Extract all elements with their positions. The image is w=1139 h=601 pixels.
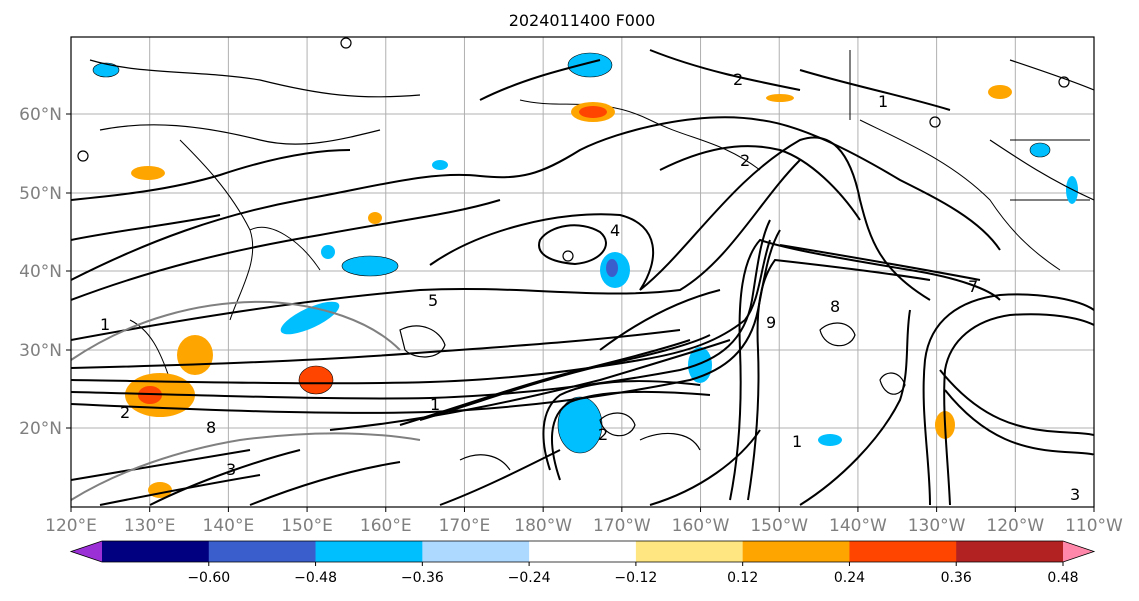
svg-text:2: 2 bbox=[733, 70, 743, 89]
colorbar-bin bbox=[102, 541, 210, 562]
svg-text:4: 4 bbox=[610, 221, 620, 240]
svg-text:9: 9 bbox=[766, 313, 776, 332]
contour-labels: 2 1 2 4 5 8 9 1 2 3 7 1 2 8 1 3 bbox=[100, 70, 1080, 504]
svg-text:1: 1 bbox=[100, 315, 110, 334]
lon-label: 160°E bbox=[360, 516, 412, 536]
svg-text:2: 2 bbox=[598, 425, 608, 444]
colorbar-bin bbox=[422, 541, 530, 562]
colorbar-tick-label: −0.12 bbox=[614, 570, 657, 586]
thin-contours bbox=[77, 37, 1094, 471]
lon-label: 180°W bbox=[514, 516, 572, 536]
colorbar-bin bbox=[208, 541, 317, 562]
colorbar-outline bbox=[69, 540, 1096, 563]
svg-text:3: 3 bbox=[1070, 485, 1080, 504]
colorbar-tick-label: −0.36 bbox=[401, 570, 444, 586]
colorbar-bin bbox=[956, 541, 1064, 562]
svg-text:2: 2 bbox=[120, 403, 130, 422]
colorbar-tick-label: 0.24 bbox=[834, 570, 865, 586]
lat-label: 40°N bbox=[19, 262, 62, 282]
colorbar-bin bbox=[742, 541, 850, 562]
svg-text:1: 1 bbox=[792, 432, 802, 451]
lon-label: 140°E bbox=[203, 516, 255, 536]
svg-text:5: 5 bbox=[428, 291, 438, 310]
colorbar-tick-label: 0.48 bbox=[1047, 570, 1078, 586]
coastlines bbox=[129, 50, 1090, 381]
latitude-axis: 60°N 50°N 40°N 30°N 20°N bbox=[19, 105, 71, 439]
lon-label: 150°E bbox=[281, 516, 333, 536]
colorbar-bin bbox=[529, 541, 637, 562]
svg-text:1: 1 bbox=[430, 395, 440, 414]
height-contours bbox=[71, 49, 1094, 506]
svg-text:8: 8 bbox=[830, 297, 840, 316]
lon-label: 170°W bbox=[593, 516, 651, 536]
colorbar-bin bbox=[635, 541, 744, 562]
circular-outline bbox=[71, 300, 421, 501]
svg-text:8: 8 bbox=[206, 418, 216, 437]
lat-label: 20°N bbox=[19, 419, 62, 439]
lat-label: 60°N bbox=[19, 105, 62, 125]
colorbar-bin bbox=[315, 541, 423, 562]
colorbar-bin bbox=[1063, 541, 1094, 562]
lon-label: 170°E bbox=[439, 516, 491, 536]
lon-label: 130°E bbox=[124, 516, 176, 536]
lon-label: 140°W bbox=[829, 516, 887, 536]
longitude-axis: 120°E 130°E 140°E 150°E 160°E 170°E 180°W 170°W… bbox=[45, 507, 1123, 536]
lat-label: 30°N bbox=[19, 341, 62, 361]
lon-label: 120°E bbox=[45, 516, 97, 536]
lon-label: 110°W bbox=[1065, 516, 1123, 536]
svg-text:7: 7 bbox=[968, 277, 978, 296]
map-frame bbox=[70, 36, 1095, 508]
colorbar-tick-label: 0.12 bbox=[727, 570, 758, 586]
colorbar-tick-label: −0.60 bbox=[187, 570, 230, 586]
svg-text:1: 1 bbox=[878, 92, 888, 111]
colorbar-bin bbox=[849, 541, 957, 562]
colorbar-tick-label: 0.36 bbox=[941, 570, 972, 586]
lon-label: 120°W bbox=[986, 516, 1044, 536]
colorbar-bin bbox=[71, 541, 102, 562]
lon-label: 150°W bbox=[750, 516, 808, 536]
map-title: 2024011400 F000 bbox=[509, 11, 656, 30]
svg-text:2: 2 bbox=[740, 151, 750, 170]
colorbar: −0.60 −0.48 −0.36 −0.24 −0.12 0.12 0.24 0.36 0.4… bbox=[69, 540, 1096, 586]
colorbar-tick-label: −0.24 bbox=[508, 570, 551, 586]
lat-label: 50°N bbox=[19, 184, 62, 204]
svg-text:3: 3 bbox=[226, 460, 236, 479]
lon-label: 130°W bbox=[908, 516, 966, 536]
lon-label: 160°W bbox=[672, 516, 730, 536]
colorbar-tick-label: −0.48 bbox=[294, 570, 337, 586]
